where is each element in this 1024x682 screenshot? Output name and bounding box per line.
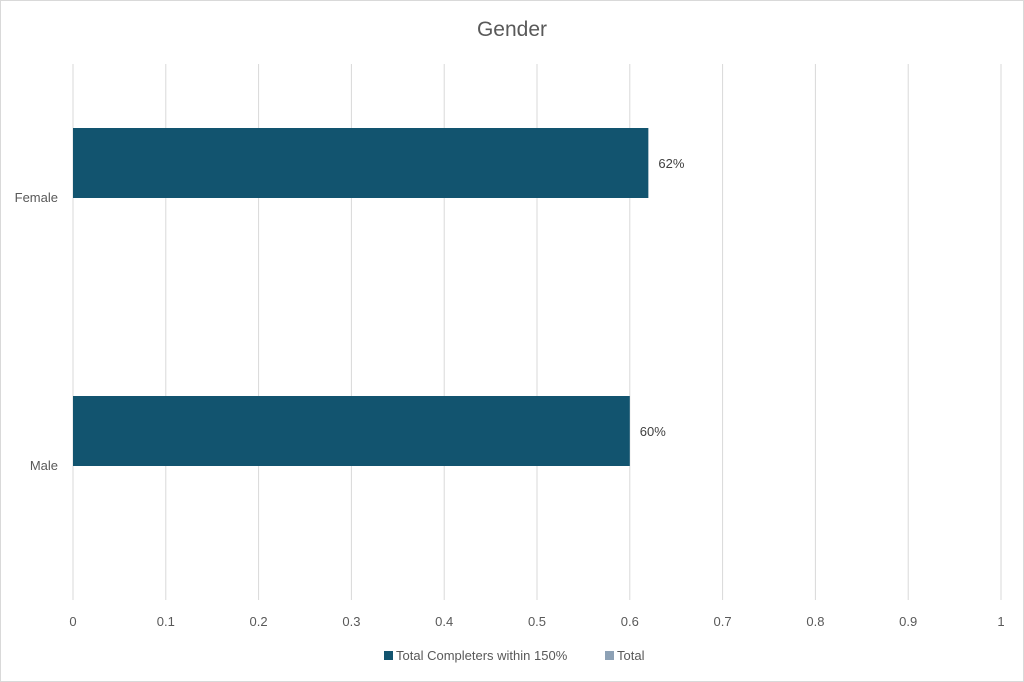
x-tick-label: 0.4 <box>435 614 453 629</box>
x-tick-label: 0 <box>69 614 76 629</box>
legend-swatch-total <box>605 651 614 660</box>
x-tick-label: 0.6 <box>621 614 639 629</box>
category-label: Male <box>30 458 58 473</box>
category-labels: Female Male <box>15 190 58 473</box>
category-label: Female <box>15 190 58 205</box>
x-tick-label: 0.1 <box>157 614 175 629</box>
legend-swatch-total-completers <box>384 651 393 660</box>
x-tick-label: 0.3 <box>342 614 360 629</box>
data-labels: 62% 60% <box>640 156 685 439</box>
x-tick-labels: 0 0.1 0.2 0.3 0.4 0.5 0.6 0.7 0.8 0.9 1 <box>69 614 1004 629</box>
x-tick-label: 0.8 <box>806 614 824 629</box>
legend-label-total-completers: Total Completers within 150% <box>396 648 568 663</box>
chart-title: Gender <box>477 18 547 41</box>
legend-label-total: Total <box>617 648 645 663</box>
legend: Total Completers within 150% Total <box>384 648 645 663</box>
x-tick-label: 0.7 <box>714 614 732 629</box>
data-label: 60% <box>640 424 666 439</box>
x-tick-label: 1 <box>997 614 1004 629</box>
bar-male <box>73 396 630 466</box>
x-tick-label: 0.5 <box>528 614 546 629</box>
bars <box>73 128 649 466</box>
data-label: 62% <box>658 156 684 171</box>
x-tick-label: 0.2 <box>250 614 268 629</box>
x-tick-label: 0.9 <box>899 614 917 629</box>
bar-female <box>73 128 649 198</box>
